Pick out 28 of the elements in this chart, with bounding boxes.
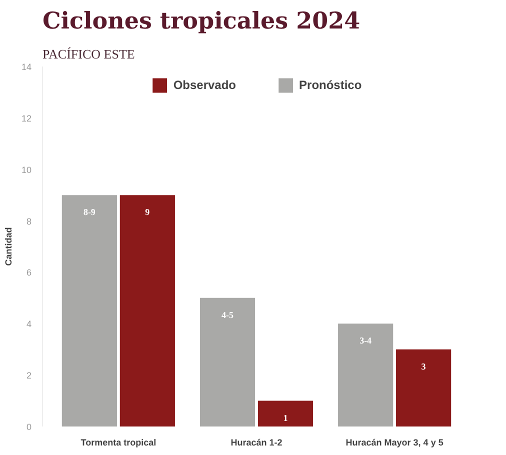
bar [200,298,256,426]
bar [120,195,175,426]
data-label: 8-9 [83,207,96,218]
y-tick-label: 0 [26,422,32,432]
bar [258,400,314,426]
y-tick-label: 10 [21,164,32,175]
y-tick-label: 14 [21,62,32,72]
y-tick-label: 2 [26,370,32,381]
data-label: 4-5 [222,310,234,320]
bar [396,349,452,426]
data-label: 3-4 [360,336,372,346]
x-tick-label: Tormenta tropical [80,438,156,448]
x-tick-label: Huracán 1-2 [230,438,282,448]
legend-label: Pronóstico [299,78,362,92]
y-tick-label: 6 [26,268,32,278]
y-tick-label: 8 [26,216,32,226]
y-tick-label: 12 [21,113,32,124]
data-label: 3 [421,361,426,372]
bar [338,324,394,426]
data-label: 1 [283,412,288,423]
y-tick-label: 4 [26,319,32,330]
legend-label: Observado [173,78,236,92]
bar [62,195,117,426]
y-axis-title: Cantidad [3,227,14,266]
x-tick-label: Huracán Mayor 3, 4 y 5 [346,438,444,448]
data-label: 9 [145,207,150,218]
chart-title: Ciclones tropicales 2024 [42,8,360,34]
chart-subtitle: PACÍFICO ESTE [42,46,135,62]
